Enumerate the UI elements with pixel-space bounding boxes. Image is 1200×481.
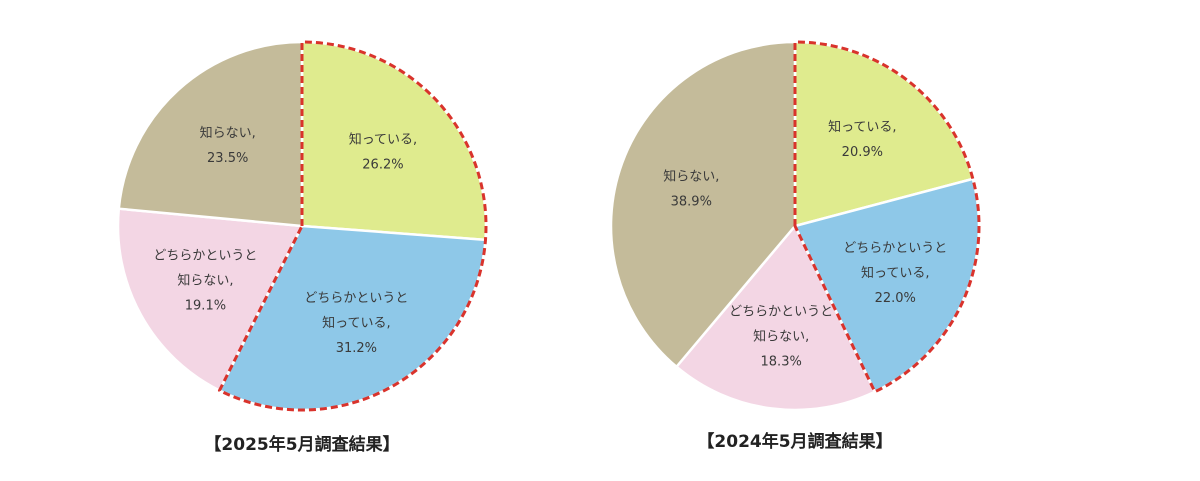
slice-label-shitteiru-2024: 知っている, 20.9% — [828, 119, 896, 160]
slice-category: どちらかというと — [304, 291, 408, 306]
slice-category: 知らない, — [663, 169, 719, 185]
slice-dochiraka-shiranai-2025 — [116, 207, 304, 392]
slice-dochiraka-shiranai-2024 — [675, 224, 877, 412]
slice-category: 知っている, — [322, 315, 390, 331]
highlight-outline-2024 — [793, 40, 981, 394]
pie-chart-2025: 知っている, 26.2%どちらかというと知っている, 31.2%どちらかというと知ら… — [116, 40, 488, 455]
slice-label-shiranai-2024: 知らない, 38.9% — [663, 169, 719, 210]
slice-value: 38.9% — [671, 195, 712, 210]
slice-category: 知らない, — [753, 329, 809, 345]
slice-shiranai-2025 — [117, 40, 304, 228]
slice-value: 22.0% — [875, 291, 916, 306]
slice-category: どちらかというと — [843, 241, 947, 256]
slice-value: 19.1% — [185, 298, 226, 313]
slice-category: どちらかというと — [153, 248, 257, 263]
highlight-outline-2025 — [217, 40, 488, 412]
slice-label-dochiraka-shiranai-2025: どちらかというと知らない, 19.1% — [153, 248, 257, 313]
slice-value: 31.2% — [336, 341, 377, 356]
slice-category: 知らない, — [200, 125, 256, 141]
slice-category: 知っている, — [828, 119, 896, 135]
slice-value: 20.9% — [842, 145, 883, 160]
chart-title-2025: 【2025年5月調査結果】 — [204, 434, 399, 455]
slice-shiranai-2024 — [609, 40, 797, 368]
slice-value: 26.2% — [362, 157, 403, 172]
slice-label-dochiraka-shitteiru-2025: どちらかというと知っている, 31.2% — [304, 291, 408, 356]
slice-category: 知っている, — [861, 265, 929, 281]
pie-chart-2024: 知っている, 20.9%どちらかというと知っている, 22.0%どちらかというと知ら… — [609, 40, 981, 452]
slice-category: 知らない, — [177, 272, 233, 288]
slice-value: 18.3% — [761, 355, 802, 370]
slice-label-shitteiru-2025: 知っている, 26.2% — [349, 131, 417, 172]
slice-value: 23.5% — [207, 151, 248, 166]
slice-label-dochiraka-shitteiru-2024: どちらかというと知っている, 22.0% — [843, 241, 947, 306]
slice-label-shiranai-2025: 知らない, 23.5% — [200, 125, 256, 166]
slice-category: 知っている, — [349, 131, 417, 147]
chart-title-2024: 【2024年5月調査結果】 — [697, 431, 892, 452]
slice-category: どちらかというと — [729, 305, 833, 320]
slice-label-dochiraka-shiranai-2024: どちらかというと知らない, 18.3% — [729, 305, 833, 370]
